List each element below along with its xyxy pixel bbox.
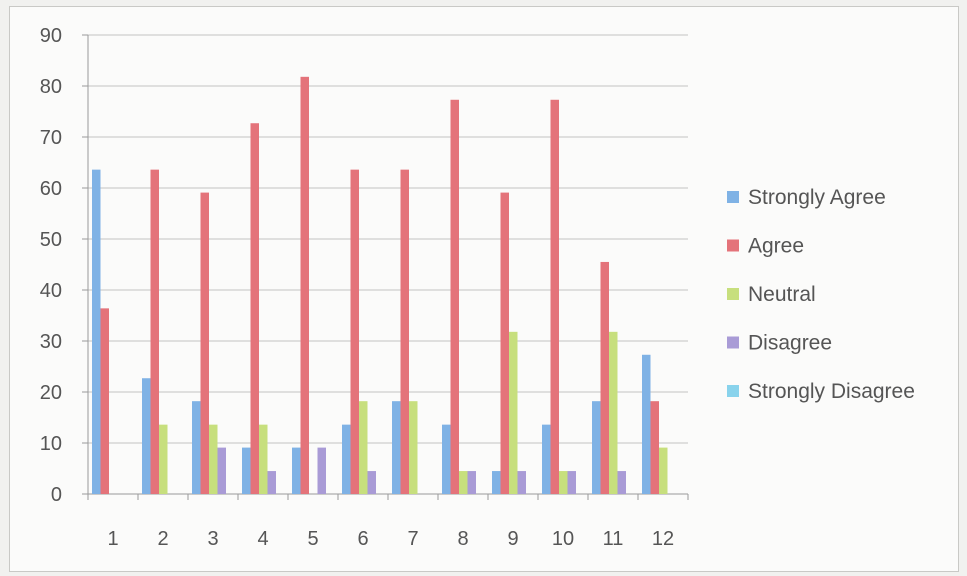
y-tick-label: 10 [40,433,62,455]
x-tick-label: 4 [257,528,268,550]
bar [617,471,626,494]
bar [292,447,301,494]
x-tick-label: 10 [552,528,574,550]
legend-swatch [727,239,739,252]
legend-label: Neutral [748,283,816,306]
bar [567,471,576,494]
bar [409,401,418,494]
bar [392,401,401,494]
bar [242,447,251,494]
bar [142,378,151,494]
bar [367,471,376,494]
legend-label: Disagree [748,332,832,355]
bar [450,99,459,495]
legend: Strongly Agree Agree Neutral Disagree Strong… [727,186,915,403]
bar [159,424,168,494]
bar [317,447,326,494]
bar [192,401,201,494]
legend-label: Strongly Disagree [748,380,915,403]
x-tick-label: 12 [652,528,674,550]
bar [92,169,101,494]
legend-label: Agree [748,235,804,258]
x-tick-label: 2 [157,528,168,550]
y-tick-label: 0 [51,484,62,506]
y-tick-label: 60 [40,178,62,200]
x-axis: 1 2 3 4 5 6 7 8 9 10 11 12 [87,493,689,550]
bar [517,471,526,494]
y-tick-label: 40 [40,280,62,302]
bars [92,76,668,495]
bar [400,169,409,494]
x-tick-label: 8 [457,528,468,550]
bar [509,331,518,494]
legend-label: Strongly Agree [748,186,886,209]
bar [550,99,559,495]
gridlines [88,34,688,444]
bar [467,471,476,494]
bar [592,401,601,494]
bar [342,424,351,494]
bar [492,471,501,494]
legend-swatch [727,288,739,300]
x-tick-label: 7 [407,528,418,550]
bar [459,471,468,494]
legend-swatch [727,191,739,203]
x-tick-label: 9 [507,528,518,550]
y-tick-label: 30 [40,331,62,353]
legend-swatch [727,385,739,397]
y-axis: 0 10 20 30 40 50 60 70 80 90 [40,25,89,506]
y-tick-label: 70 [40,127,62,149]
bar [642,354,651,494]
bar [500,192,509,494]
bar [209,424,218,494]
bar [200,192,209,494]
bar [250,123,259,494]
bar [150,169,159,494]
bar [650,401,659,494]
y-tick-label: 90 [40,25,62,47]
bar [359,401,368,494]
legend-swatch [727,336,739,349]
bar [559,471,568,494]
bar [217,447,226,494]
bar [350,169,359,494]
y-tick-label: 20 [40,382,62,404]
bar [600,261,609,494]
bar [300,76,309,494]
bar [442,424,451,494]
x-tick-label: 1 [107,528,118,550]
y-tick-label: 50 [40,229,62,251]
bar [609,331,618,494]
bar [267,471,276,494]
bar [100,308,109,494]
x-tick-label: 5 [307,528,318,550]
bar [659,447,668,494]
bar [259,424,268,494]
bar [542,424,551,494]
x-tick-label: 3 [207,528,218,550]
x-tick-label: 11 [603,528,624,550]
y-tick-label: 80 [40,76,62,98]
x-tick-label: 6 [357,528,368,550]
